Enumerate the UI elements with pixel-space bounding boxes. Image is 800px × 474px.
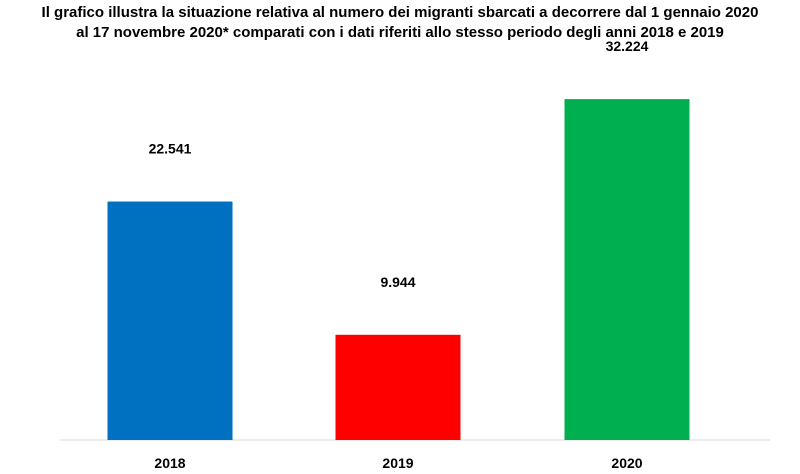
tick-label-2019: 2019 <box>382 455 413 471</box>
tick-label-2018: 2018 <box>154 455 185 471</box>
bar-2019 <box>335 334 461 440</box>
value-label-2018: 22.541 <box>149 141 192 157</box>
bar-2020 <box>564 99 690 440</box>
bar-2018 <box>107 201 233 440</box>
value-label-2020: 32.224 <box>606 38 649 54</box>
bars-layer: 22.541 2018 9.944 2019 32.224 2020 <box>107 38 690 471</box>
chart-title: Il grafico illustra la situazione relati… <box>41 4 759 41</box>
value-label-2019: 9.944 <box>380 274 415 290</box>
tick-label-2020: 2020 <box>611 455 642 471</box>
